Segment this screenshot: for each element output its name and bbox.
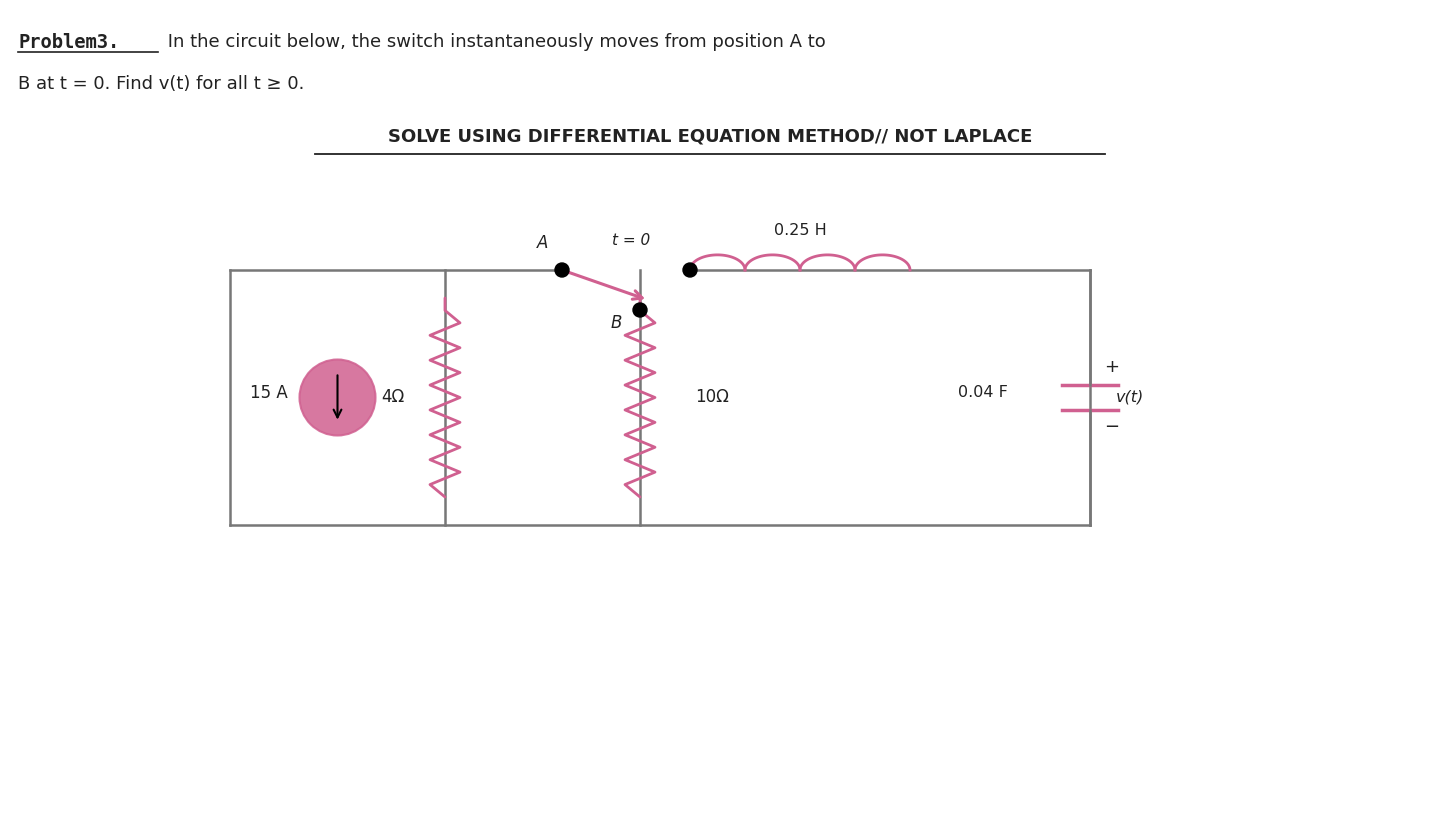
Text: 0.04 F: 0.04 F (958, 385, 1008, 400)
Circle shape (634, 303, 647, 317)
Text: Problem3.: Problem3. (17, 33, 119, 52)
Circle shape (683, 263, 697, 277)
Text: SOLVE USING DIFFERENTIAL EQUATION METHOD// NOT LAPLACE: SOLVE USING DIFFERENTIAL EQUATION METHOD… (387, 127, 1032, 145)
Text: −: − (1103, 418, 1119, 436)
Text: 10Ω: 10Ω (695, 389, 729, 407)
Text: B at t = 0. Find v(t) for all t ≥ 0.: B at t = 0. Find v(t) for all t ≥ 0. (17, 75, 304, 93)
Text: +: + (1103, 359, 1119, 376)
Text: 15 A: 15 A (249, 384, 287, 402)
Circle shape (555, 263, 568, 277)
Text: A: A (536, 234, 548, 252)
Text: B: B (610, 314, 622, 332)
Circle shape (300, 360, 376, 436)
Text: 0.25 H: 0.25 H (774, 223, 826, 238)
Text: 4Ω: 4Ω (381, 389, 405, 407)
Text: t = 0: t = 0 (612, 233, 650, 248)
Text: v(t): v(t) (1116, 390, 1144, 405)
Text: In the circuit below, the switch instantaneously moves from position A to: In the circuit below, the switch instant… (162, 33, 825, 51)
